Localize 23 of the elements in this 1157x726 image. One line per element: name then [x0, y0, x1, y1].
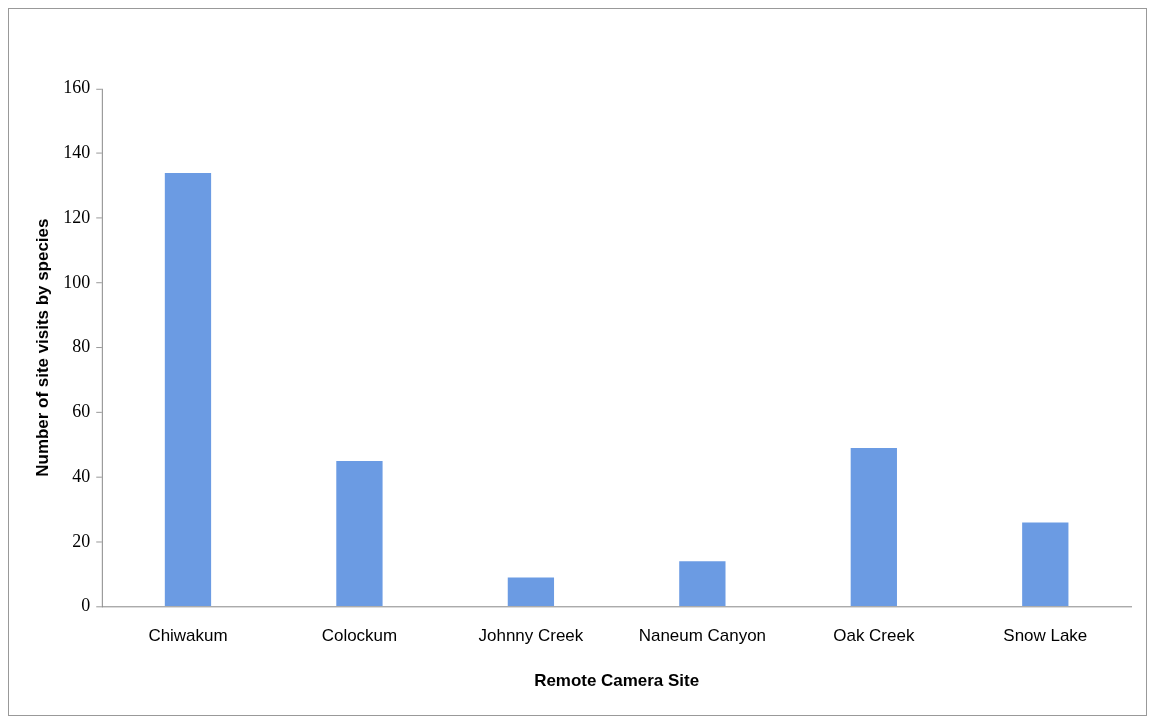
y-tick-label: 120: [63, 206, 91, 227]
y-axis-title: Number of site visits by species: [32, 218, 52, 477]
y-tick-label: 140: [63, 142, 91, 163]
x-tick-label: Johnny Creek: [478, 626, 584, 646]
bar: [850, 447, 897, 607]
y-tick-label: 60: [72, 401, 91, 422]
bar: [1022, 522, 1069, 607]
bar: [507, 577, 555, 607]
y-tick-label: 160: [63, 77, 91, 98]
bar: [679, 561, 726, 607]
y-tick-label: 0: [81, 595, 91, 616]
x-tick-label: Oak Creek: [833, 626, 915, 646]
bar: [164, 172, 212, 607]
bar: [336, 460, 383, 607]
y-tick-label: 100: [63, 271, 91, 292]
x-tick-label: Naneum Canyon: [638, 626, 767, 646]
x-tick-label: Colockum: [321, 626, 398, 646]
y-tick-label: 80: [72, 336, 91, 357]
x-tick-label: Snow Lake: [1003, 626, 1088, 646]
x-tick-label: Chiwakum: [148, 626, 228, 646]
y-tick-label: 40: [72, 465, 91, 486]
y-tick-label: 20: [72, 530, 91, 551]
x-axis-title: Remote Camera Site: [534, 670, 700, 690]
